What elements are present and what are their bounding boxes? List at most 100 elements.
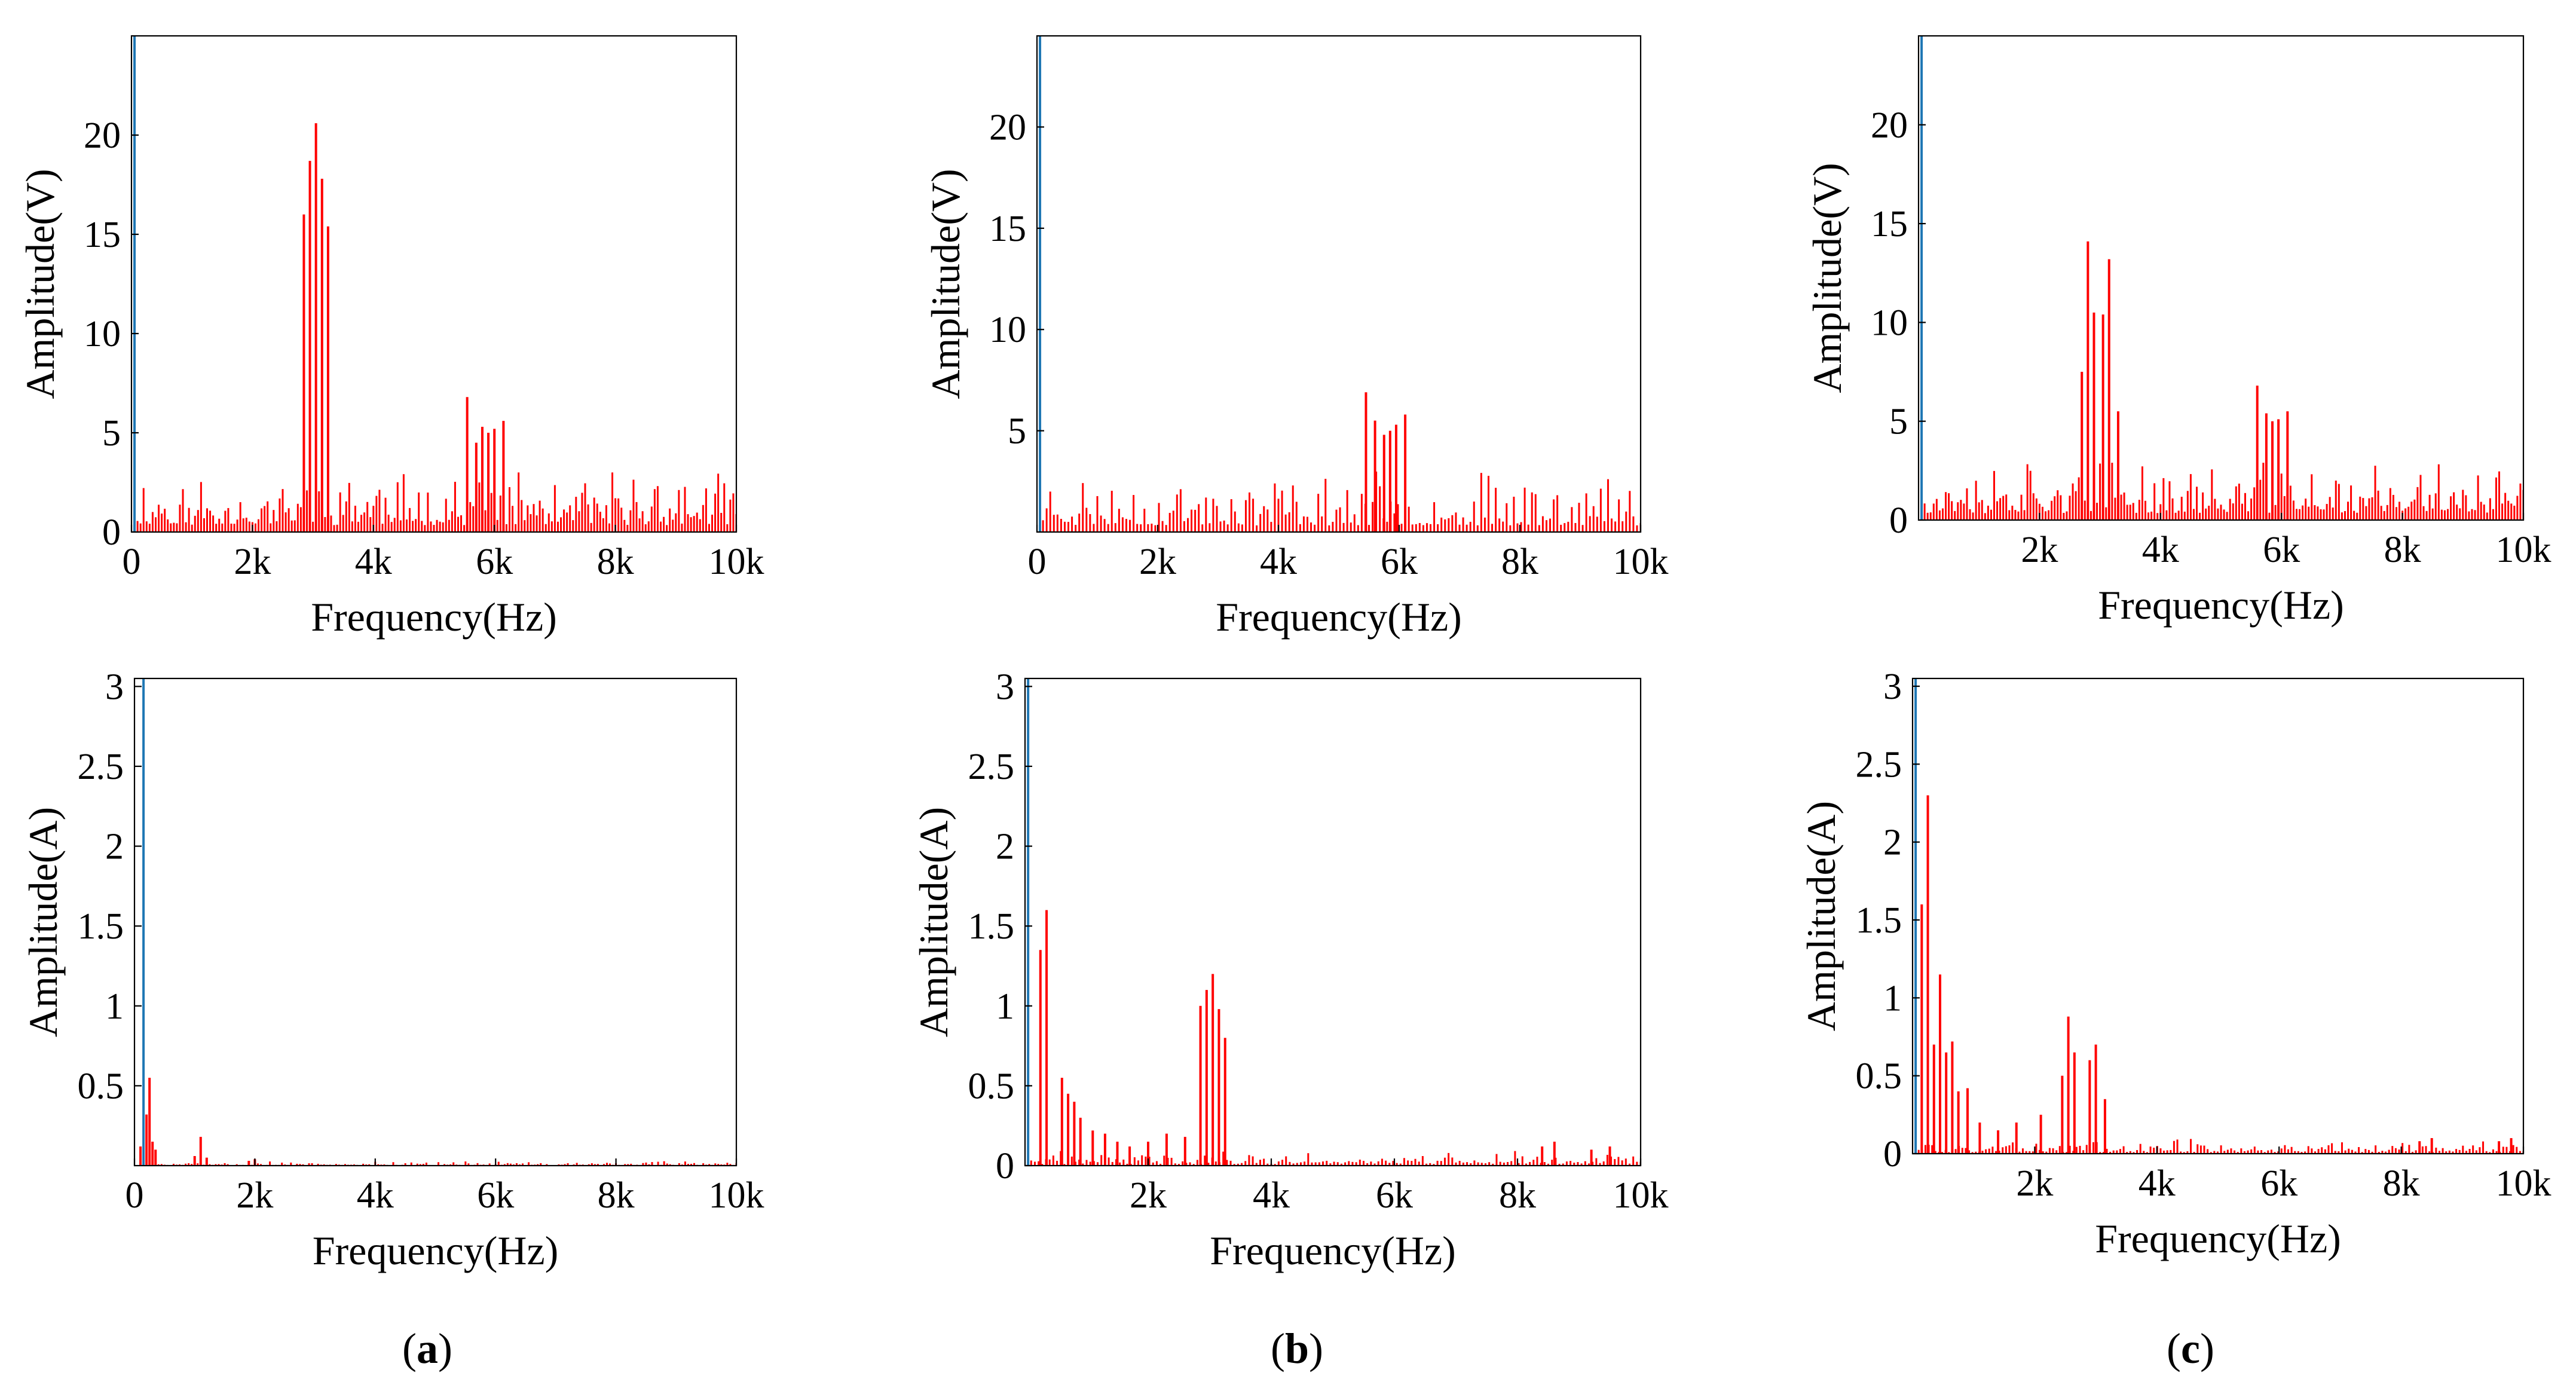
y-tick-label: 1 [105, 986, 124, 1027]
x-tick-label: 4k [357, 1175, 394, 1216]
panel-label-a: (a) [402, 1325, 452, 1372]
y-axis-label: Amplitude(V) [923, 169, 968, 399]
y-tick-label: 3 [1883, 667, 1902, 707]
axis-frame [133, 677, 738, 1167]
chart-a-bottom: 0 2k 4k 6k 8k 10k 0.5 1 1.5 2 2.5 3 Frequency(Hz) Amp… [20, 667, 764, 1273]
x-axis-label: Frequency(Hz) [1216, 594, 1462, 640]
y-tick-label: 1.5 [1856, 900, 1902, 941]
x-tick-label: 2k [1130, 1175, 1167, 1216]
plot-area [1920, 36, 2523, 520]
y-tick-label: 0.5 [1856, 1056, 1902, 1097]
x-tick-label: 6k [1376, 1175, 1413, 1216]
y-tick-label: 0 [1889, 500, 1908, 541]
x-tick-label: 10k [1613, 542, 1669, 582]
x-tick-label: 6k [476, 542, 513, 582]
y-tick-label: 2 [105, 827, 124, 867]
x-tick-label: 10k [2496, 530, 2551, 570]
x-tick-label: 4k [2142, 530, 2179, 570]
y-tick-label: 2.5 [1856, 744, 1902, 785]
y-tick-label: 20 [1871, 105, 1908, 146]
x-axis-label: Frequency(Hz) [311, 594, 557, 640]
x-tick-label: 10k [709, 542, 764, 582]
chart-b-top: 0 2k 4k 6k 8k 10k 5 10 15 20 Frequency(Hz) Amplitud… [923, 35, 1669, 640]
y-axis-label: Amplitude(A) [20, 807, 66, 1037]
y-axis-label: Amplitude(V) [17, 169, 63, 399]
x-axis-label: Frequency(Hz) [313, 1228, 559, 1273]
x-tick-label: 8k [2383, 1163, 2420, 1204]
x-tick-label: 0 [126, 1175, 144, 1216]
y-tick-label: 15 [84, 215, 121, 255]
axis-frame [1036, 35, 1642, 533]
y-tick-label: 1.5 [968, 906, 1015, 947]
x-tick-label: 6k [477, 1175, 514, 1216]
plot-area [1039, 36, 1641, 532]
x-tick-label: 10k [709, 1175, 764, 1216]
y-tick-label: 2 [996, 827, 1014, 867]
chart-c-top: 2k 4k 6k 8k 10k 0 5 10 15 20 Frequency(Hz) Amplitud… [1804, 35, 2551, 628]
plot-area [1914, 678, 2523, 1154]
y-tick-label: 20 [84, 115, 121, 156]
x-tick-label: 0 [1028, 542, 1047, 582]
y-tick-label: 2.5 [78, 747, 124, 787]
x-tick-label: 4k [2138, 1163, 2176, 1204]
y-tick-label: 2 [1883, 823, 1902, 863]
x-axis-label: Frequency(Hz) [1210, 1228, 1456, 1273]
y-tick-label: 1 [1883, 978, 1902, 1019]
y-axis-label: Amplitude(V) [1804, 163, 1850, 393]
x-tick-label: 0 [123, 542, 141, 582]
y-tick-label: 5 [1008, 411, 1026, 452]
plot-area [139, 678, 736, 1166]
x-tick-label: 10k [2496, 1163, 2551, 1204]
x-tick-label: 8k [1499, 1175, 1536, 1216]
y-tick-label: 10 [989, 310, 1026, 350]
x-tick-label: 8k [597, 542, 634, 582]
x-tick-label: 10k [1613, 1175, 1669, 1216]
y-tick-label: 20 [989, 107, 1026, 148]
y-axis-label: Amplitude(A) [911, 807, 956, 1037]
x-tick-label: 4k [1253, 1175, 1290, 1216]
x-tick-label: 2k [236, 1175, 273, 1216]
chart-a-top: 0 2k 4k 6k 8k 10k 0 5 10 15 20 Frequency(Hz) Amplitu… [17, 35, 764, 640]
x-tick-label: 6k [2260, 1163, 2297, 1204]
panel-label-c: (c) [2167, 1325, 2214, 1372]
x-axis-label: Frequency(Hz) [2095, 1216, 2341, 1261]
axis-frame [1911, 677, 2525, 1155]
y-tick-label: 0 [996, 1146, 1014, 1187]
plot-area [133, 36, 736, 532]
x-tick-label: 8k [598, 1175, 635, 1216]
y-tick-label: 0.5 [968, 1066, 1015, 1106]
x-tick-label: 2k [2021, 530, 2058, 570]
x-axis-label: Frequency(Hz) [2098, 582, 2344, 628]
x-tick-label: 2k [234, 542, 271, 582]
y-tick-label: 5 [102, 413, 121, 454]
y-tick-label: 0.5 [78, 1066, 124, 1106]
x-tick-label: 8k [1501, 542, 1538, 582]
x-tick-label: 6k [2263, 530, 2300, 570]
x-tick-label: 8k [2384, 530, 2421, 570]
y-tick-label: 1 [996, 986, 1014, 1027]
axis-frame [1917, 35, 2525, 521]
panel-label-b: (b) [1271, 1325, 1323, 1372]
y-tick-label: 2.5 [968, 747, 1015, 787]
y-axis-label: Amplitude(A) [1798, 801, 1844, 1031]
x-tick-label: 4k [1260, 542, 1297, 582]
y-tick-label: 0 [102, 512, 121, 553]
y-tick-label: 15 [1871, 204, 1908, 244]
y-tick-label: 15 [989, 209, 1026, 249]
y-tick-label: 10 [84, 314, 121, 354]
x-tick-label: 6k [1381, 542, 1418, 582]
chart-b-bottom: 2k 4k 6k 8k 10k 0 0.5 1 1.5 2 2.5 3 Frequency(Hz) Amp… [911, 667, 1669, 1273]
y-tick-label: 1.5 [78, 906, 124, 947]
y-tick-label: 3 [105, 667, 124, 707]
y-tick-label: 10 [1871, 302, 1908, 343]
chart-c-bottom: 2k 4k 6k 8k 10k 0 0.5 1 1.5 2 2.5 3 Frequency(Hz) Amp… [1798, 667, 2551, 1261]
y-tick-label: 3 [996, 667, 1014, 707]
y-tick-label: 0 [1883, 1134, 1902, 1175]
x-tick-label: 4k [355, 542, 392, 582]
x-tick-label: 2k [1139, 542, 1176, 582]
axis-frame [130, 35, 738, 533]
x-tick-label: 2k [2016, 1163, 2053, 1204]
plot-area [1027, 678, 1641, 1166]
y-tick-label: 5 [1889, 402, 1908, 442]
